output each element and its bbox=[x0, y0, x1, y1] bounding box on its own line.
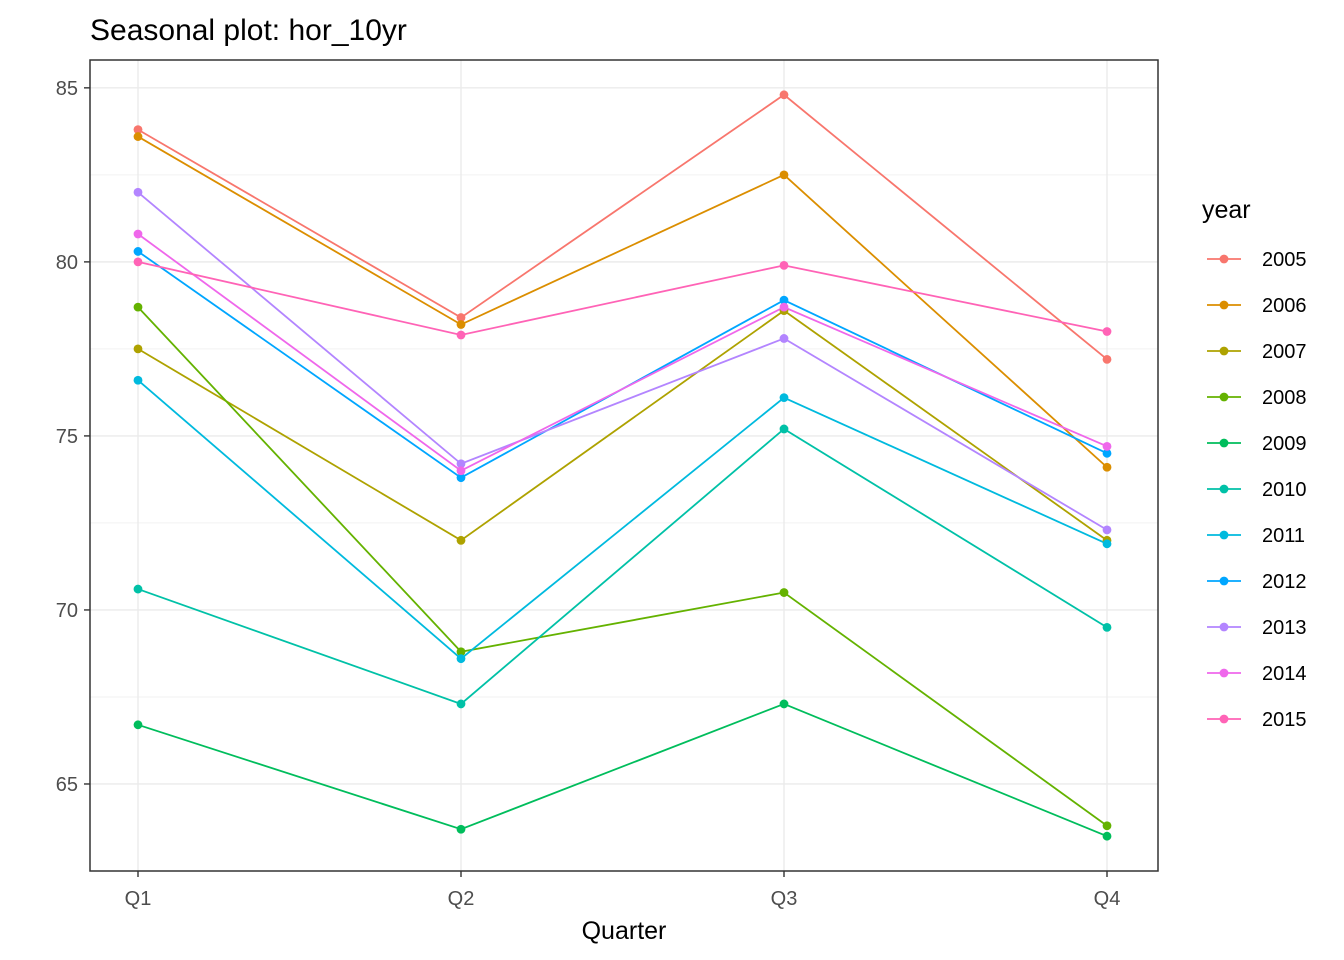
y-axis: 65 70 75 80 85 bbox=[56, 78, 90, 796]
series-line-2007 bbox=[137, 309, 1108, 542]
data-point-2013-Q2 bbox=[456, 459, 466, 469]
series-line-2014 bbox=[137, 233, 1108, 472]
series-line-2011 bbox=[137, 379, 1108, 660]
data-point-2014-Q3 bbox=[779, 302, 789, 312]
chart-title: Seasonal plot: hor_10yr bbox=[90, 14, 407, 47]
data-point-2013-Q4 bbox=[1102, 525, 1112, 535]
x-tick-label: Q4 bbox=[1094, 888, 1121, 910]
legend-label-2008: 2008 bbox=[1262, 387, 1307, 409]
data-point-2011-Q4 bbox=[1102, 539, 1112, 549]
series-points bbox=[133, 90, 1112, 841]
data-point-2008-Q2 bbox=[456, 647, 466, 657]
legend-key-point-2014 bbox=[1219, 668, 1229, 678]
plot-panel-border bbox=[89, 59, 1159, 872]
legend-key-point-2006 bbox=[1219, 300, 1229, 310]
legend-label-2014: 2014 bbox=[1262, 663, 1307, 685]
legend-key-point-2010 bbox=[1219, 484, 1229, 494]
legend-label-2009: 2009 bbox=[1262, 433, 1307, 455]
data-point-2015-Q3 bbox=[779, 260, 789, 270]
data-point-2010-Q1 bbox=[133, 584, 143, 594]
data-point-2015-Q1 bbox=[133, 257, 143, 267]
data-point-2009-Q1 bbox=[133, 720, 143, 730]
data-point-2013-Q3 bbox=[779, 334, 789, 343]
data-point-2012-Q4 bbox=[1102, 448, 1112, 458]
series-line-2013 bbox=[137, 191, 1108, 531]
data-point-2005-Q4 bbox=[1102, 354, 1112, 364]
legend-label-2011: 2011 bbox=[1262, 525, 1305, 547]
data-point-2006-Q2 bbox=[456, 320, 466, 329]
data-point-2015-Q4 bbox=[1102, 327, 1112, 336]
legend-label-2007: 2007 bbox=[1262, 341, 1307, 363]
data-point-2011-Q3 bbox=[779, 393, 789, 403]
data-point-2007-Q1 bbox=[133, 344, 143, 354]
plot-panel-background bbox=[90, 60, 1158, 871]
data-point-2013-Q1 bbox=[133, 187, 143, 197]
y-tick-label: 80 bbox=[56, 252, 78, 274]
x-tick-label: Q2 bbox=[448, 888, 475, 910]
data-point-2014-Q1 bbox=[133, 229, 143, 239]
x-tick-label: Q3 bbox=[771, 888, 798, 910]
legend-label-2015: 2015 bbox=[1262, 709, 1307, 731]
data-point-2012-Q3 bbox=[779, 295, 789, 305]
data-point-2006-Q1 bbox=[133, 132, 143, 141]
data-point-2007-Q2 bbox=[456, 535, 466, 545]
legend-key-point-2007 bbox=[1219, 346, 1229, 356]
data-point-2006-Q3 bbox=[779, 170, 789, 180]
legend-key-point-2015 bbox=[1219, 714, 1229, 724]
legend-title: year bbox=[1202, 196, 1251, 224]
series-line-2008 bbox=[137, 306, 1108, 827]
data-point-2011-Q2 bbox=[456, 654, 466, 664]
data-point-2005-Q1 bbox=[133, 125, 143, 135]
data-point-2015-Q2 bbox=[456, 330, 466, 340]
data-point-2009-Q3 bbox=[779, 699, 789, 709]
legend-label-2013: 2013 bbox=[1262, 617, 1307, 639]
x-tick-label: Q1 bbox=[125, 888, 152, 910]
legend-label-2012: 2012 bbox=[1262, 571, 1307, 593]
data-point-2010-Q3 bbox=[779, 424, 789, 434]
data-point-2014-Q2 bbox=[456, 466, 466, 476]
y-tick-label: 75 bbox=[56, 426, 78, 448]
legend-label-2005: 2005 bbox=[1262, 249, 1307, 271]
legend-key-point-2012 bbox=[1219, 576, 1229, 586]
legend-key-point-2011 bbox=[1219, 530, 1229, 540]
legend-label-2010: 2010 bbox=[1262, 479, 1307, 501]
series-line-2010 bbox=[137, 427, 1108, 705]
data-point-2006-Q4 bbox=[1102, 462, 1112, 472]
data-point-2009-Q4 bbox=[1102, 831, 1112, 841]
data-point-2010-Q2 bbox=[456, 699, 466, 709]
legend-key-point-2005 bbox=[1219, 254, 1229, 264]
data-point-2008-Q4 bbox=[1102, 821, 1112, 831]
legend-label-2006: 2006 bbox=[1262, 295, 1307, 317]
legend-key-point-2008 bbox=[1219, 392, 1229, 402]
data-point-2012-Q2 bbox=[456, 473, 466, 483]
y-tick-label: 65 bbox=[56, 774, 78, 796]
data-point-2010-Q4 bbox=[1102, 622, 1112, 632]
x-axis-title: Quarter bbox=[582, 917, 667, 945]
legend: year 2005 2006 2007 2008 2009 2010 2011 2012 201… bbox=[1202, 196, 1307, 731]
series-line-2009 bbox=[137, 702, 1108, 838]
data-point-2009-Q2 bbox=[456, 824, 466, 834]
data-point-2012-Q1 bbox=[133, 247, 143, 256]
x-axis: Q1 Q2 Q3 Q4 bbox=[125, 871, 1121, 910]
series-lines bbox=[137, 93, 1108, 838]
data-point-2011-Q1 bbox=[133, 375, 143, 385]
data-point-2014-Q4 bbox=[1102, 441, 1112, 451]
series-line-2015 bbox=[137, 261, 1108, 336]
data-point-2008-Q1 bbox=[133, 302, 143, 312]
data-point-2005-Q3 bbox=[779, 90, 789, 100]
series-line-2005 bbox=[137, 93, 1108, 361]
y-tick-label: 85 bbox=[56, 78, 78, 100]
legend-key-point-2009 bbox=[1219, 438, 1229, 448]
data-point-2008-Q3 bbox=[779, 588, 789, 597]
legend-key-point-2013 bbox=[1219, 622, 1229, 632]
series-line-2006 bbox=[137, 135, 1108, 468]
data-point-2005-Q2 bbox=[456, 313, 466, 322]
y-tick-label: 70 bbox=[56, 600, 78, 622]
